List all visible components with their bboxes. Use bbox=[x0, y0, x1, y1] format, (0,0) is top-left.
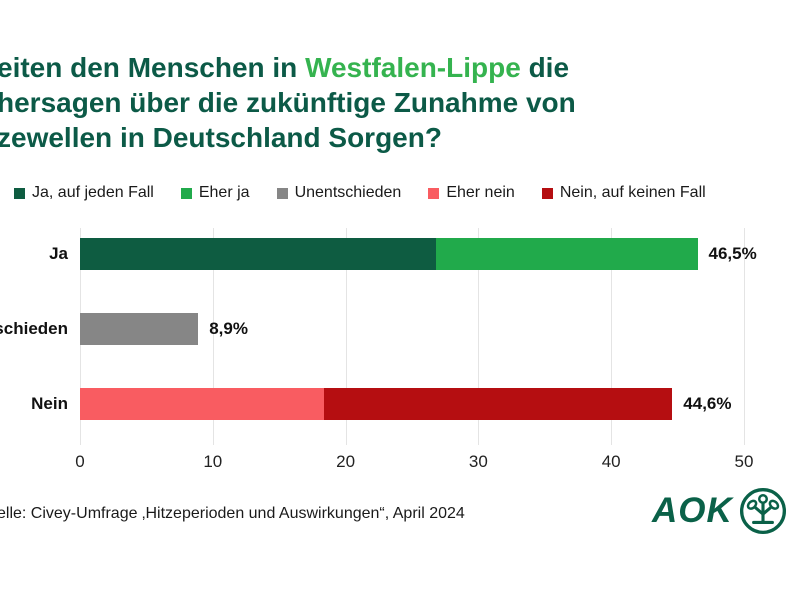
chart-legend: Ja, auf jeden Fall Eher ja Unentschieden Eh… bbox=[14, 184, 706, 202]
legend-swatch-icon bbox=[428, 187, 440, 199]
chart-title: eiten den Menschen in Westfalen-Lippe di… bbox=[0, 50, 777, 155]
category-label: schieden bbox=[0, 319, 68, 338]
bar-ja bbox=[80, 238, 698, 270]
aok-tree-of-life-icon bbox=[739, 487, 786, 535]
x-tick-label-20: 20 bbox=[336, 452, 356, 471]
legend-swatch-icon bbox=[276, 187, 288, 199]
legend-swatch-icon bbox=[541, 187, 553, 199]
legend-label: Nein, auf keinen Fall bbox=[559, 184, 706, 201]
value-label: 8,9% bbox=[209, 319, 248, 338]
value-label: 44,6% bbox=[683, 394, 732, 413]
aok-logo-text: AOK bbox=[652, 491, 733, 530]
legend-item-1: Ja, auf jeden Fall bbox=[14, 184, 154, 202]
bar-segment bbox=[80, 388, 325, 420]
gridline-x-30 bbox=[478, 228, 480, 445]
bar-segment bbox=[80, 313, 199, 345]
title-line1-post: die bbox=[520, 52, 570, 83]
legend-label: Eher ja bbox=[198, 184, 250, 201]
bar-segment bbox=[80, 238, 436, 270]
x-tick-label-0: 0 bbox=[75, 452, 85, 471]
aok-logo: AOK bbox=[652, 486, 788, 536]
legend-item-5: Nein, auf keinen Fall bbox=[541, 184, 706, 202]
legend-label: Eher nein bbox=[446, 184, 515, 201]
gridline-x-10 bbox=[212, 228, 214, 445]
category-label: Nein bbox=[31, 394, 68, 413]
x-tick-label-30: 30 bbox=[468, 452, 488, 471]
title-line-1: eiten den Menschen in Westfalen-Lippe di… bbox=[0, 50, 777, 85]
bar-nein bbox=[80, 388, 673, 420]
value-label: 46,5% bbox=[708, 244, 757, 263]
legend-swatch-icon bbox=[180, 187, 192, 199]
title-line-3: zewellen in Deutschland Sorgen? bbox=[0, 122, 442, 153]
source-note: elle: Civey-Umfrage ‚Hitzeperioden und A… bbox=[0, 505, 465, 522]
gridline-x-40 bbox=[611, 228, 613, 445]
bar-schieden bbox=[80, 313, 199, 345]
x-tick-label-50: 50 bbox=[734, 452, 754, 471]
legend-label: Ja, auf jeden Fall bbox=[32, 184, 154, 201]
category-label: Ja bbox=[49, 244, 68, 263]
legend-label: Unentschieden bbox=[294, 184, 402, 201]
bar-segment bbox=[324, 388, 673, 420]
x-tick-label-10: 10 bbox=[203, 452, 223, 471]
legend-swatch-icon bbox=[14, 187, 25, 199]
legend-item-2: Eher ja bbox=[180, 184, 250, 202]
title-line1-pre: eiten den Menschen in bbox=[0, 52, 306, 83]
legend-item-4: Eher nein bbox=[428, 184, 515, 202]
title-region-highlight: Westfalen-Lippe bbox=[305, 52, 521, 83]
gridline-x-50 bbox=[744, 228, 745, 445]
legend-item-3: Unentschieden bbox=[276, 184, 402, 202]
plot-area bbox=[80, 228, 745, 445]
gridline-x-20 bbox=[345, 228, 347, 445]
x-tick-label-40: 40 bbox=[601, 452, 621, 471]
bar-segment bbox=[435, 238, 698, 270]
title-line-2: hersagen über die zukünftige Zunahme von bbox=[0, 87, 576, 118]
